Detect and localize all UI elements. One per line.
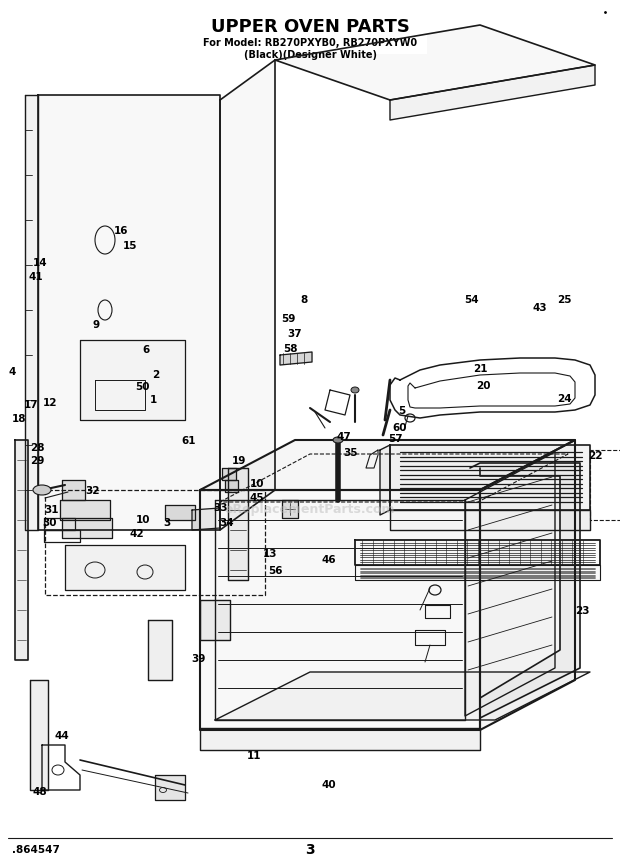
Polygon shape xyxy=(80,340,185,420)
Text: 29: 29 xyxy=(30,456,45,467)
Ellipse shape xyxy=(33,485,51,495)
Polygon shape xyxy=(390,445,590,510)
Text: 6: 6 xyxy=(142,344,149,355)
Text: 40: 40 xyxy=(321,780,336,790)
Polygon shape xyxy=(390,510,590,530)
Polygon shape xyxy=(380,445,390,515)
Text: 23: 23 xyxy=(575,606,590,616)
Polygon shape xyxy=(220,60,275,530)
Text: 17: 17 xyxy=(24,400,38,410)
Text: 11: 11 xyxy=(247,751,262,761)
Text: .864547: .864547 xyxy=(12,845,60,855)
Text: 50: 50 xyxy=(135,382,150,393)
Text: 8: 8 xyxy=(300,294,308,305)
Text: 59: 59 xyxy=(281,313,296,324)
Text: 48: 48 xyxy=(33,787,48,797)
Text: 44: 44 xyxy=(55,731,69,741)
Polygon shape xyxy=(62,518,112,538)
Text: 28: 28 xyxy=(30,443,45,453)
Text: 58: 58 xyxy=(283,344,298,354)
Text: 14: 14 xyxy=(33,257,48,268)
Polygon shape xyxy=(60,500,110,520)
Polygon shape xyxy=(222,468,236,480)
Polygon shape xyxy=(148,620,172,680)
Text: 43: 43 xyxy=(532,303,547,313)
Text: 47: 47 xyxy=(337,432,352,443)
Text: 13: 13 xyxy=(262,548,277,559)
Text: 61: 61 xyxy=(182,436,197,446)
Polygon shape xyxy=(465,452,555,716)
Text: 19: 19 xyxy=(231,455,246,466)
Text: 9: 9 xyxy=(92,320,100,331)
Text: 56: 56 xyxy=(268,566,283,576)
Text: UPPER OVEN PARTS: UPPER OVEN PARTS xyxy=(211,18,409,36)
Text: 33: 33 xyxy=(213,503,228,513)
Polygon shape xyxy=(200,490,480,730)
Text: 60: 60 xyxy=(392,423,407,433)
Text: 15: 15 xyxy=(123,241,138,251)
Text: 2: 2 xyxy=(153,370,160,381)
Polygon shape xyxy=(25,95,38,530)
Text: eReplacementParts.com: eReplacementParts.com xyxy=(224,504,396,517)
Text: 3: 3 xyxy=(164,518,171,529)
Text: 3: 3 xyxy=(305,843,315,857)
Text: 54: 54 xyxy=(464,294,479,305)
Text: 25: 25 xyxy=(557,294,572,305)
Text: 39: 39 xyxy=(191,653,206,664)
Text: 18: 18 xyxy=(11,414,26,424)
Polygon shape xyxy=(155,775,185,800)
Polygon shape xyxy=(200,728,480,750)
Text: 5: 5 xyxy=(398,406,405,416)
Polygon shape xyxy=(38,95,220,530)
Ellipse shape xyxy=(333,437,343,443)
Text: 57: 57 xyxy=(388,434,403,444)
Polygon shape xyxy=(390,65,595,120)
Text: 35: 35 xyxy=(343,448,358,458)
Text: (Black)(Designer White): (Black)(Designer White) xyxy=(244,50,376,60)
Polygon shape xyxy=(65,545,185,590)
Text: 42: 42 xyxy=(129,529,144,539)
Polygon shape xyxy=(15,440,28,660)
Text: 10: 10 xyxy=(250,479,265,489)
Polygon shape xyxy=(215,672,590,720)
Polygon shape xyxy=(225,480,238,492)
Text: 37: 37 xyxy=(287,329,302,339)
Text: 16: 16 xyxy=(113,226,128,236)
Text: 24: 24 xyxy=(557,393,572,404)
Polygon shape xyxy=(480,440,575,730)
Text: 30: 30 xyxy=(42,518,57,529)
Polygon shape xyxy=(215,500,465,720)
Text: 31: 31 xyxy=(44,505,59,515)
Text: 32: 32 xyxy=(86,486,100,496)
Text: 12: 12 xyxy=(42,398,57,408)
Polygon shape xyxy=(62,480,85,500)
Text: 22: 22 xyxy=(588,451,603,461)
Text: 41: 41 xyxy=(29,272,43,282)
Text: 45: 45 xyxy=(250,492,265,503)
Polygon shape xyxy=(165,505,195,520)
Polygon shape xyxy=(282,500,298,518)
Text: 21: 21 xyxy=(473,363,488,374)
Text: 34: 34 xyxy=(219,518,234,529)
Polygon shape xyxy=(470,463,580,718)
Text: 20: 20 xyxy=(476,381,491,391)
Text: 46: 46 xyxy=(321,554,336,565)
Polygon shape xyxy=(192,508,220,530)
Polygon shape xyxy=(355,540,600,565)
Text: For Model: RB270PXYB0, RB270PXYW0: For Model: RB270PXYB0, RB270PXYW0 xyxy=(203,38,417,48)
Polygon shape xyxy=(30,680,48,790)
Polygon shape xyxy=(355,565,600,580)
Polygon shape xyxy=(200,440,575,490)
Polygon shape xyxy=(228,468,248,580)
Polygon shape xyxy=(275,25,595,100)
Polygon shape xyxy=(200,600,230,640)
Text: 1: 1 xyxy=(150,395,157,406)
Text: 4: 4 xyxy=(9,367,16,377)
Polygon shape xyxy=(280,352,312,365)
Ellipse shape xyxy=(351,387,359,393)
Text: 10: 10 xyxy=(135,515,150,525)
